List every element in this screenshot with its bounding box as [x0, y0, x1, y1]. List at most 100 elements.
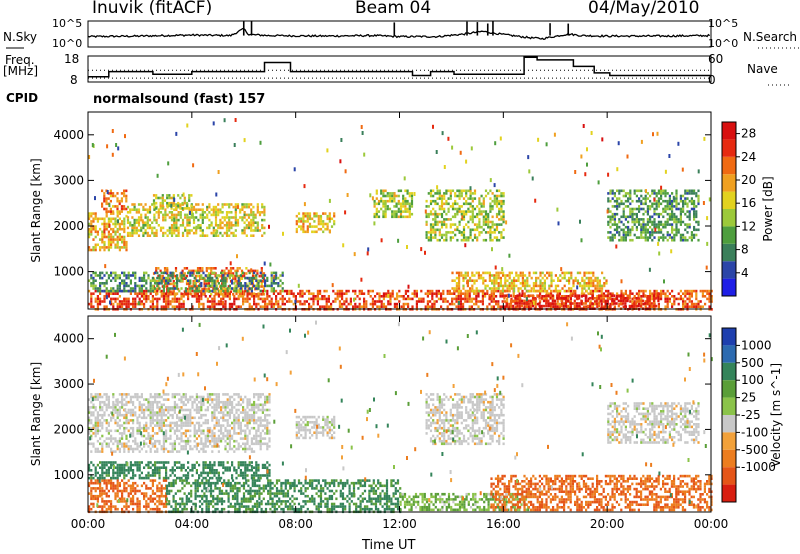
power-cell — [90, 305, 93, 308]
power-cell — [462, 210, 466, 213]
power-cell — [116, 210, 119, 213]
power-cell — [484, 271, 487, 275]
power-cell — [516, 294, 519, 297]
power-cell — [502, 192, 505, 195]
velocity-cell — [132, 432, 135, 435]
power-cell — [306, 227, 309, 231]
power-cell — [604, 302, 607, 305]
power-cell — [462, 231, 466, 234]
power-cell — [225, 224, 229, 227]
power-cell — [440, 205, 444, 208]
power-cell — [283, 297, 286, 301]
power-cell — [185, 267, 189, 270]
power-cell — [156, 284, 159, 288]
power-cell — [693, 233, 696, 237]
power-cell — [212, 205, 215, 209]
power-cell — [208, 203, 211, 206]
power-cell — [189, 271, 192, 275]
power-cell — [497, 271, 500, 275]
power-cell — [92, 276, 95, 280]
power-cell — [184, 292, 187, 295]
power-cell — [438, 189, 441, 193]
velocity-cell — [118, 393, 121, 396]
power-cell — [134, 282, 137, 285]
power-cell — [300, 225, 303, 228]
power-cell — [140, 279, 143, 282]
velocity-cell — [160, 445, 163, 448]
power-cell — [596, 305, 599, 308]
power-cell — [213, 282, 216, 285]
power-cell — [408, 194, 411, 198]
power-cell — [165, 300, 168, 303]
power-cell — [173, 300, 176, 303]
power-cell — [118, 282, 121, 285]
power-cell — [682, 233, 685, 237]
power-cell — [572, 282, 575, 285]
power-cell — [146, 221, 149, 224]
power-cell — [155, 221, 158, 224]
power-cell — [550, 279, 553, 282]
power-cell — [173, 282, 176, 285]
power-cell — [635, 207, 638, 211]
power-cell — [629, 238, 632, 242]
power-cell — [613, 223, 616, 226]
power-cell — [103, 305, 106, 308]
power-cell — [462, 212, 466, 216]
power-cell — [236, 221, 240, 224]
power-cell — [90, 276, 93, 280]
power-scatter-cell — [407, 284, 410, 289]
power-cell — [475, 271, 478, 275]
velocity-cell — [96, 413, 99, 417]
power-cell — [310, 292, 313, 295]
power-cell — [116, 287, 119, 290]
power-cell — [579, 284, 582, 288]
power-cell — [446, 289, 449, 293]
power-cell — [686, 289, 689, 293]
power-cell — [317, 220, 320, 223]
power-cell — [140, 292, 143, 295]
power-cell — [642, 228, 645, 232]
power-cell — [196, 274, 200, 278]
power-scatter-cell — [222, 300, 224, 305]
power-cell — [447, 207, 450, 211]
velocity-cell — [94, 432, 97, 435]
power-cell — [622, 189, 625, 193]
power-scatter-cell — [493, 183, 496, 188]
power-cell — [427, 212, 430, 216]
velocity-cell — [123, 408, 126, 412]
power-cell — [272, 292, 275, 295]
power-cell — [144, 213, 147, 217]
power-cell — [539, 284, 542, 288]
power-scatter-cell — [303, 184, 306, 189]
power-cell — [456, 225, 459, 229]
power-cell — [686, 225, 689, 229]
power-cell — [400, 305, 403, 308]
power-cell — [116, 302, 119, 306]
power-cell — [660, 228, 663, 232]
power-cell — [503, 305, 506, 308]
power-cell — [607, 292, 610, 295]
velocity-cell — [118, 406, 121, 409]
power-cell — [247, 285, 250, 288]
power-cell — [436, 220, 439, 224]
velocity-cell — [143, 403, 146, 407]
power-cell — [204, 284, 207, 288]
power-cell — [675, 205, 678, 208]
velocity-cell — [165, 447, 168, 451]
power-cell — [495, 287, 498, 290]
power-cell — [384, 205, 387, 208]
power-cell — [157, 224, 160, 227]
power-cell — [129, 292, 132, 295]
power-cell — [684, 302, 687, 306]
power-cell — [225, 272, 228, 275]
power-cell — [440, 197, 444, 200]
power-cell — [125, 300, 128, 303]
power-cell — [105, 199, 108, 203]
power-cell — [322, 225, 325, 228]
power-cell — [538, 294, 541, 297]
power-cell — [239, 292, 242, 295]
power-cell — [145, 300, 148, 303]
velocity-cell — [138, 432, 141, 435]
power-cell — [660, 231, 663, 234]
power-scatter-cell — [111, 152, 114, 157]
